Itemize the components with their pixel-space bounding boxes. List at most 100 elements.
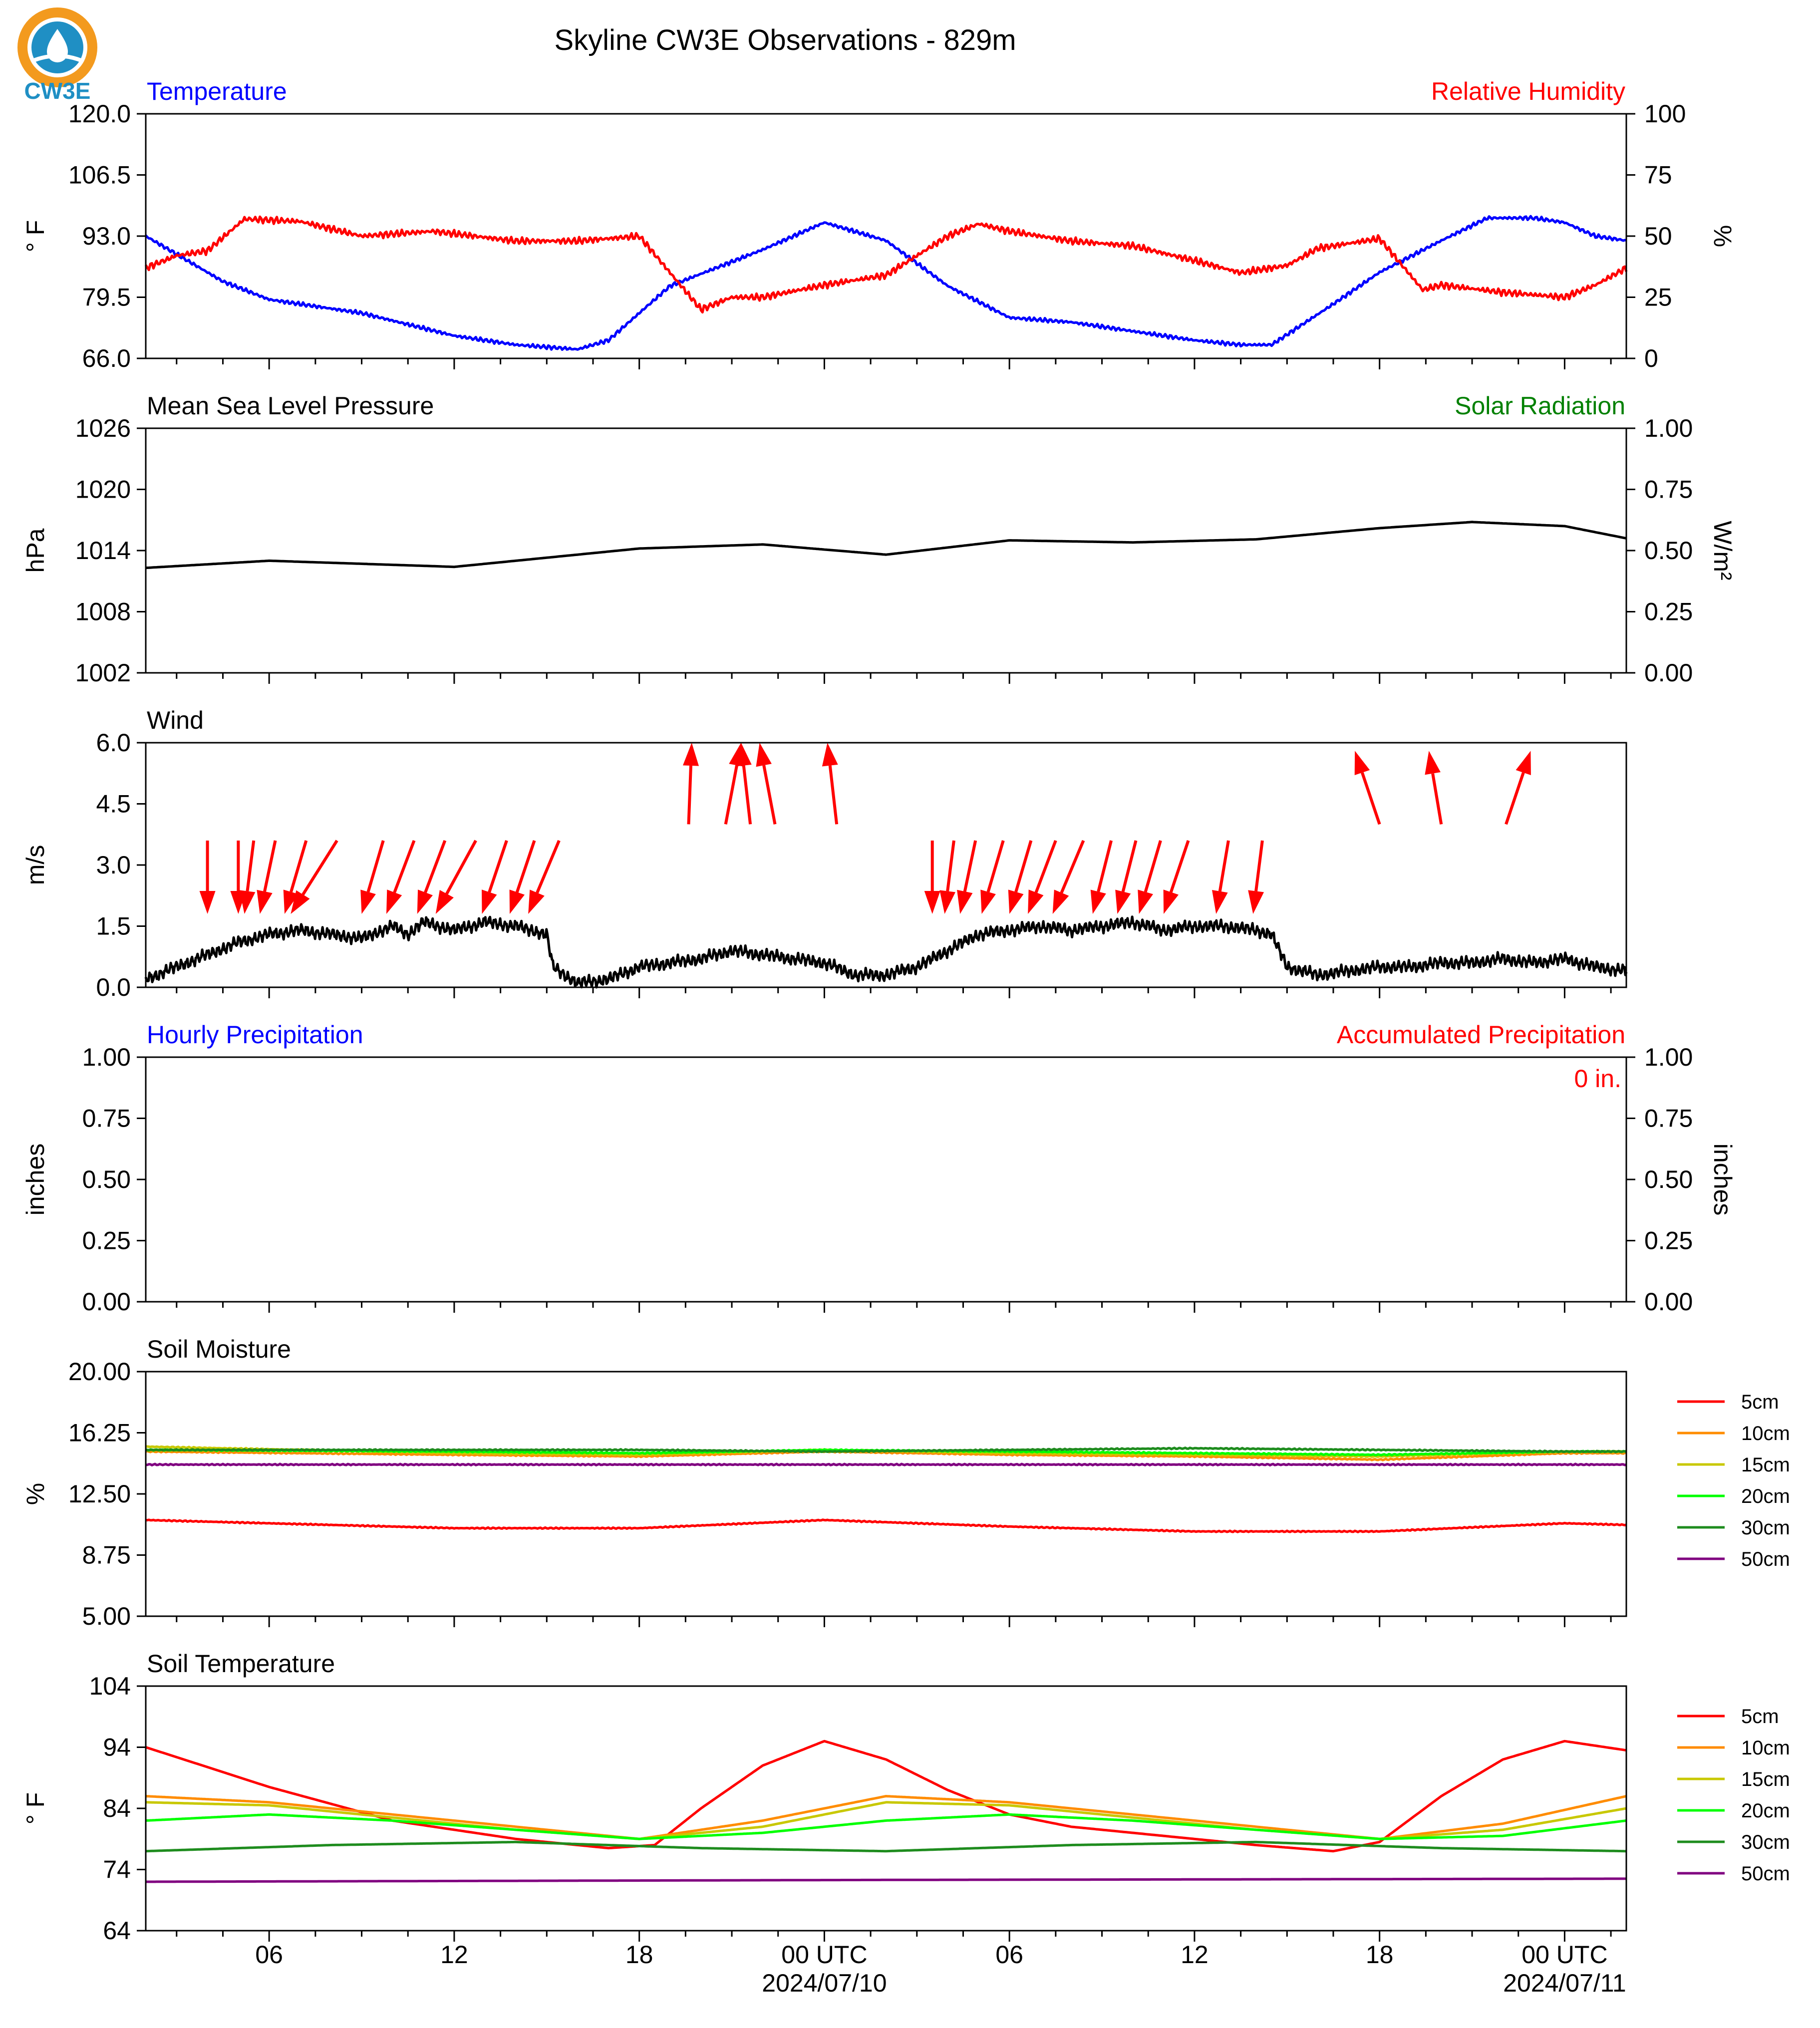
series-line-right (144, 215, 1628, 314)
wind-arrow-head (482, 889, 497, 914)
wind-arrow-shaft (1218, 840, 1230, 892)
series-line-30cm (145, 1447, 1627, 1453)
chart-title: Skyline CW3E Observations - 829m (554, 24, 1016, 56)
y-tick-label-right: 0 (1644, 344, 1658, 372)
panels: 66.079.593.0106.5120.00255075100Temperat… (21, 77, 1790, 1997)
wind-arrow (509, 840, 536, 914)
y-tick-label-left: 1020 (75, 476, 131, 504)
y-axis-label-left: m/s (21, 845, 49, 885)
series-line-20cm (145, 1813, 1627, 1840)
legend-label: 5cm (1741, 1391, 1779, 1413)
panel-temp-rh: 66.0 79.5 93.0 106.5 120.0 0 25 50 75 100 Temperat… (21, 77, 1737, 372)
wind-arrow-head (417, 889, 433, 914)
wind-arrow (1212, 840, 1230, 914)
wind-arrow-shaft (263, 840, 277, 892)
y-tick-label-right: 0.25 (1644, 1227, 1693, 1255)
y-tick-label-left: 93.0 (82, 222, 131, 250)
y-tick-label-left: 79.5 (82, 284, 131, 311)
wind-arrow (1425, 751, 1443, 825)
y-tick-label-left: 84 (103, 1794, 131, 1822)
wind-arrow-shaft (366, 840, 385, 892)
wind-arrow (1052, 840, 1085, 914)
x-tick-label: 06 (255, 1941, 283, 1969)
wind-arrow-head (924, 891, 940, 914)
legend-label: 20cm (1741, 1800, 1790, 1822)
wind-arrow-head (291, 890, 310, 914)
wind-arrow (1115, 840, 1138, 914)
wind-arrow-head (939, 890, 955, 914)
wind-arrow-head (957, 889, 973, 914)
panel-pressure: 1002 1008 1014 1020 1026 0.00 0.25 0.50 0.75 1.00… (21, 392, 1737, 687)
panel-title-left: Wind (147, 706, 204, 734)
wind-arrow-shaft (724, 765, 738, 825)
x-tick-label: 00 UTC (1521, 1941, 1607, 1969)
legend-label: 10cm (1741, 1737, 1790, 1759)
wind-arrow-head (1008, 889, 1024, 914)
wind-arrow (199, 841, 216, 914)
y-tick-label-left: 4.5 (96, 790, 131, 818)
series-line-5cm (145, 1518, 1627, 1533)
wind-arrow-shaft (1254, 840, 1264, 891)
legend-label: 30cm (1741, 1831, 1790, 1853)
wind-arrow-head (822, 743, 838, 767)
wind-arrow-shaft (1060, 840, 1085, 893)
y-tick-label-right: 0.25 (1644, 598, 1693, 626)
wind-arrow-head (386, 889, 402, 914)
x-tick-label: 18 (625, 1941, 653, 1969)
logo-ring-icon (17, 7, 97, 87)
y-tick-label-left: 20.00 (68, 1358, 131, 1386)
wind-arrow (980, 840, 1005, 914)
wind-arrow-shaft (1431, 773, 1443, 825)
y-tick-label-right: 0.75 (1644, 476, 1693, 504)
wind-arrow-head (199, 891, 216, 914)
y-tick-label-left: 1008 (75, 598, 131, 626)
y-tick-label-left: 104 (89, 1672, 131, 1700)
y-tick-label-right: 25 (1644, 284, 1672, 311)
y-tick-label-left: 106.5 (68, 161, 131, 189)
wind-arrow (735, 743, 752, 825)
wind-arrow-head (435, 890, 454, 914)
y-axis-label-right: % (1709, 225, 1737, 247)
wind-arrow-shaft (393, 840, 416, 893)
wind-arrow-head (1090, 889, 1106, 914)
y-tick-label-left: 8.75 (82, 1541, 131, 1569)
panel-soil-moisture: 5.00 8.75 12.50 16.25 20.00 Soil Moisture% 5cm… (21, 1335, 1790, 1630)
wind-arrow-head (735, 743, 752, 767)
panel-wind: 0.0 1.5 3.0 4.5 6.0 Wind m/s (21, 706, 1628, 1001)
y-tick-label-left: 0.25 (82, 1227, 131, 1255)
x-tick-label: 12 (440, 1941, 468, 1969)
y-tick-label-left: 0.50 (82, 1165, 131, 1193)
y-tick-label-left: 0.00 (82, 1288, 131, 1316)
series-line-30cm (145, 1840, 1627, 1853)
legend-label: 20cm (1741, 1485, 1790, 1507)
wind-arrow-head (283, 889, 299, 914)
x-tick-label: 18 (1366, 1941, 1394, 1969)
wind-arrow (683, 743, 699, 825)
y-tick-label-left: 1.5 (96, 912, 131, 940)
legend-label: 5cm (1741, 1706, 1779, 1728)
wind-arrow (1505, 751, 1531, 825)
panel-title-right: Solar Radiation (1455, 392, 1625, 420)
logo-text: CW3E (24, 78, 91, 104)
wind-arrow (924, 841, 940, 914)
wind-arrow-shaft (536, 840, 561, 893)
series-line-left (145, 521, 1627, 570)
wind-arrow (1028, 840, 1057, 914)
wind-arrow (528, 840, 561, 914)
wind-arrow-head (1115, 889, 1131, 914)
x-tick-date: 2024/07/10 (762, 1969, 887, 1997)
logo-drop-icon (47, 29, 68, 62)
y-tick-label-right: 100 (1644, 100, 1686, 128)
wind-arrow (1008, 840, 1033, 914)
wind-arrow-shaft (488, 840, 508, 893)
y-tick-label-right: 0.50 (1644, 537, 1693, 565)
wind-arrow-shaft (1121, 840, 1138, 892)
legend-label: 15cm (1741, 1768, 1790, 1790)
wind-arrow (386, 840, 416, 914)
wind-arrow-shaft (742, 765, 752, 825)
panel-title-left: Temperature (147, 77, 287, 105)
wind-arrow-head (239, 890, 256, 914)
wind-arrow-shaft (445, 840, 477, 895)
series-line-10cm (145, 1449, 1627, 1461)
